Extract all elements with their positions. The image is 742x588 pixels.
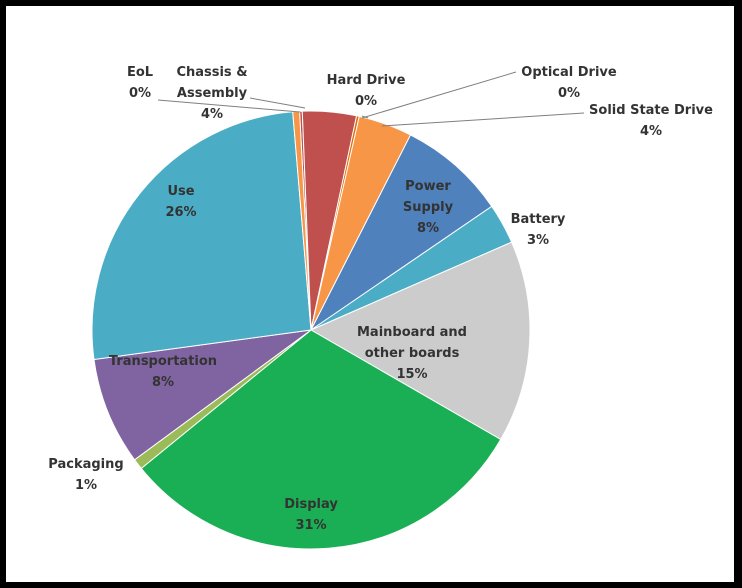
label-mainboard-line-2: 15% bbox=[396, 367, 427, 382]
leader-eol bbox=[157, 99, 301, 113]
label-eol: EoL 0% bbox=[127, 65, 153, 101]
label-use-line-0: Use bbox=[167, 184, 194, 199]
pie-slice-display bbox=[140, 329, 502, 550]
label-eol-line-0: EoL bbox=[127, 65, 153, 80]
pie-slice-transportation bbox=[93, 329, 312, 461]
label-transport-line-1: 8% bbox=[152, 375, 174, 390]
label-optical: Optical Drive 0% bbox=[521, 65, 617, 101]
label-ssd: Solid State Drive 4% bbox=[589, 103, 713, 139]
label-battery: Battery 3% bbox=[511, 212, 566, 248]
label-chassis-line-1: Assembly bbox=[177, 86, 248, 101]
label-transport: Transportation 8% bbox=[109, 354, 217, 390]
pie-slice-mainboard-and-other-boards bbox=[309, 241, 531, 441]
label-mainboard: Mainboard and other boards 15% bbox=[357, 325, 467, 382]
label-use-line-1: 26% bbox=[165, 205, 196, 220]
label-hard_drive-line-1: 0% bbox=[355, 94, 377, 109]
label-packaging: Packaging 1% bbox=[48, 457, 123, 493]
label-power-line-0: Power bbox=[405, 179, 451, 194]
pie-slice-use bbox=[91, 111, 312, 361]
leader-chassis bbox=[249, 97, 306, 109]
label-packaging-line-0: Packaging bbox=[48, 457, 123, 472]
label-mainboard-line-0: Mainboard and bbox=[357, 325, 467, 340]
label-ssd-line-0: Solid State Drive bbox=[589, 103, 713, 118]
label-optical-line-0: Optical Drive bbox=[521, 65, 617, 80]
label-chassis-line-2: 4% bbox=[201, 107, 223, 122]
pie-slice-power-supply bbox=[310, 134, 493, 331]
label-battery-line-1: 3% bbox=[527, 233, 549, 248]
label-display-line-0: Display bbox=[284, 497, 338, 512]
label-packaging-line-1: 1% bbox=[75, 478, 97, 493]
label-ssd-line-1: 4% bbox=[640, 124, 662, 139]
label-power-line-1: Supply bbox=[403, 200, 454, 215]
label-display-line-1: 31% bbox=[295, 518, 326, 533]
label-display: Display 31% bbox=[284, 497, 338, 533]
label-battery-line-0: Battery bbox=[511, 212, 566, 227]
leader-lines bbox=[157, 71, 585, 127]
label-power-line-2: 8% bbox=[417, 221, 439, 236]
leader-optical bbox=[361, 71, 517, 119]
label-chassis-line-0: Chassis & bbox=[176, 65, 247, 80]
label-use: Use 26% bbox=[165, 184, 196, 220]
label-transport-line-0: Transportation bbox=[109, 354, 217, 369]
label-optical-line-1: 0% bbox=[558, 86, 580, 101]
label-hard_drive: Hard Drive 0% bbox=[327, 73, 406, 109]
label-power: Power Supply 8% bbox=[403, 179, 454, 236]
slice-labels: EoL 0%Chassis & Assembly 4%Hard Drive 0%Opti… bbox=[48, 65, 713, 533]
label-chassis: Chassis & Assembly 4% bbox=[176, 65, 247, 122]
pie-slices bbox=[91, 110, 531, 550]
label-eol-line-1: 0% bbox=[129, 86, 151, 101]
label-hard_drive-line-0: Hard Drive bbox=[327, 73, 406, 88]
label-mainboard-line-1: other boards bbox=[365, 346, 460, 361]
leader-ssd bbox=[381, 112, 585, 127]
